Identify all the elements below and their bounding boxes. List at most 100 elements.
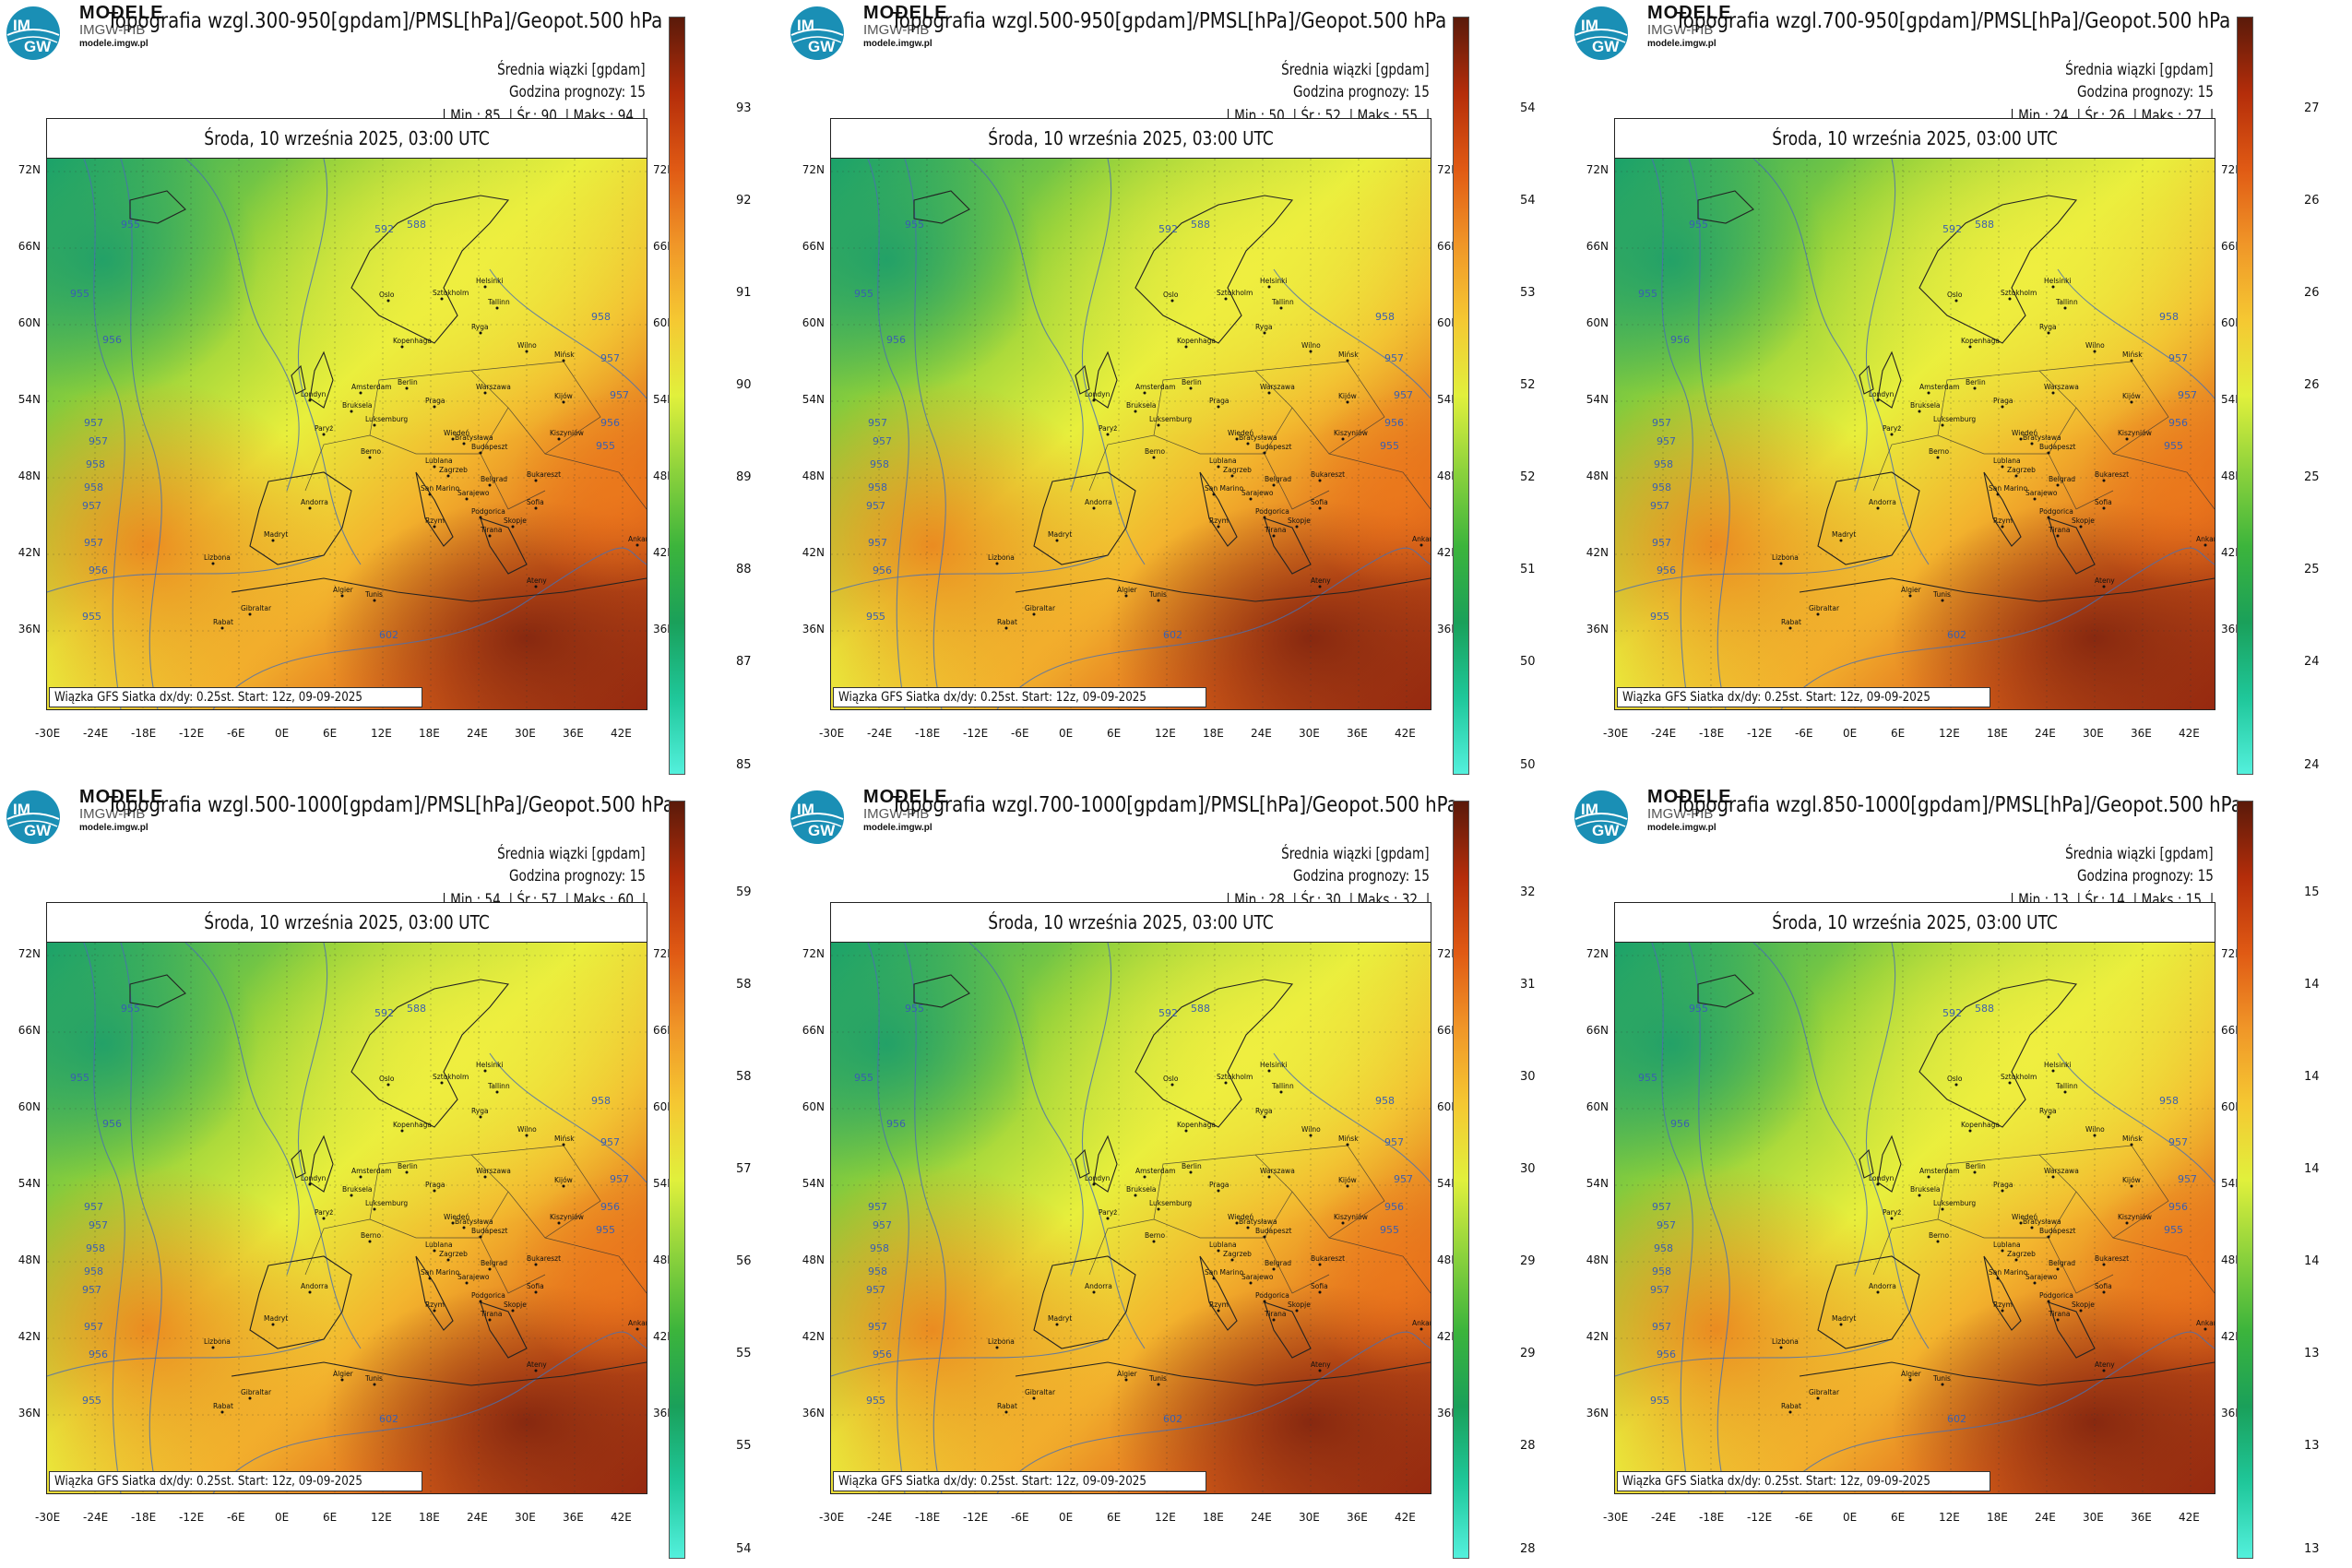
city-marker	[2030, 1226, 2034, 1229]
city-marker	[488, 534, 492, 538]
city-marker	[511, 1309, 515, 1313]
panel-title: Topografia wzgl.700-1000[gpdam]/PMSL[hPa…	[891, 793, 1458, 817]
city-marker	[2047, 1235, 2050, 1239]
colorbar-label: 15	[2304, 885, 2320, 899]
lon-tick: 6E	[323, 1511, 338, 1524]
city-marker	[1184, 1129, 1188, 1133]
brand-name: MODELE	[79, 3, 164, 23]
brand-url[interactable]: modele.imgw.pl	[1647, 39, 1716, 49]
colorbar-label: 28	[1520, 1542, 1536, 1556]
city-marker	[368, 456, 372, 459]
isoline-label: 958	[868, 1265, 887, 1277]
city-marker	[2204, 543, 2207, 547]
isoline-label: 588	[407, 1003, 426, 1015]
isoline-label: 957	[873, 435, 892, 447]
city-label: Rabat	[997, 1402, 1017, 1410]
colorbar-label: 50	[1520, 655, 1536, 669]
city-label: Londyn	[301, 390, 327, 398]
isoline-label: 958	[870, 1242, 889, 1254]
city-label: Madryt	[1832, 530, 1856, 539]
map-area[interactable]: Środa, 10 września 2025, 03:00 UTC Oslo Sz…	[830, 118, 1431, 710]
city-marker	[1224, 297, 1228, 301]
isoline-label: 957	[1657, 1219, 1676, 1231]
cold-region	[47, 943, 259, 1182]
stats-separator: |	[1421, 891, 1430, 909]
city-marker	[2204, 1327, 2207, 1331]
lon-tick: -30E	[819, 727, 845, 740]
map-area[interactable]: Środa, 10 września 2025, 03:00 UTC Oslo Sz…	[46, 118, 647, 710]
city-marker	[2093, 350, 2097, 353]
city-marker	[1272, 483, 1276, 487]
brand-url[interactable]: modele.imgw.pl	[1647, 823, 1716, 833]
brand-url[interactable]: modele.imgw.pl	[79, 39, 148, 49]
city-marker	[1954, 1083, 1958, 1087]
city-label: Berno	[361, 447, 381, 456]
city-marker	[2014, 1258, 2018, 1262]
city-label: Belgrad	[481, 1259, 507, 1267]
lon-tick: 30E	[1299, 1511, 1320, 1524]
city-marker	[2019, 1221, 2023, 1225]
city-marker	[2047, 1115, 2050, 1119]
brand-url[interactable]: modele.imgw.pl	[79, 823, 148, 833]
isoline-label: 955	[1650, 1395, 1669, 1407]
isoline	[184, 159, 300, 492]
map-field: Oslo Sztokholm Helsinki Tallinn Ryga Kopenhag…	[1615, 943, 2215, 1493]
isoline-label: 955	[1638, 288, 1657, 300]
lon-tick: 0E	[1059, 1511, 1074, 1524]
lat-tick-left: 36N	[18, 1407, 41, 1420]
map-area[interactable]: Środa, 10 września 2025, 03:00 UTC Oslo Sz…	[830, 902, 1431, 1494]
map-area[interactable]: Środa, 10 września 2025, 03:00 UTC Oslo Sz…	[1614, 118, 2215, 710]
city-label: Ryga	[1255, 1107, 1273, 1115]
isoline	[996, 547, 1431, 709]
city-label: Andorra	[301, 1282, 328, 1290]
city-label: Sztokholm	[1217, 1073, 1253, 1081]
city-marker	[2079, 525, 2083, 529]
footer-text: Wiązka GFS Siatka dx/dy: 0.25st. Start: …	[54, 690, 362, 705]
city-label: Andorra	[1869, 498, 1896, 506]
warm-region-east	[2076, 1173, 2215, 1376]
city-marker	[271, 539, 275, 542]
map-area[interactable]: Środa, 10 września 2025, 03:00 UTC Oslo Sz…	[1614, 902, 2215, 1494]
isoline-label: 957	[873, 1219, 892, 1231]
city-label: Madryt	[1048, 1314, 1072, 1323]
isoline	[968, 943, 1084, 1276]
isoline-label: 956	[886, 1118, 906, 1130]
lat-tick-left: 60N	[802, 1100, 825, 1113]
city-marker	[1263, 331, 1266, 335]
city-marker	[479, 1300, 482, 1303]
city-marker	[400, 345, 404, 349]
map-area[interactable]: Środa, 10 września 2025, 03:00 UTC Oslo Sz…	[46, 902, 647, 1494]
city-label: Sofia	[527, 498, 544, 506]
city-marker	[1816, 1396, 1820, 1400]
city-label: Gibraltar	[1025, 604, 1056, 612]
city-label: Gibraltar	[241, 1388, 272, 1396]
lat-tick-left: 60N	[18, 316, 41, 329]
lon-tick: -24E	[83, 727, 109, 740]
city-marker	[2130, 1184, 2133, 1188]
imgw-logo-icon: IM GW	[790, 6, 844, 60]
city-label: Warszawa	[476, 1167, 511, 1175]
logo-text-bottom: GW	[1592, 822, 1620, 839]
city-marker	[1055, 539, 1059, 542]
city-marker	[1309, 350, 1313, 353]
forecast-hour: Godzina prognozy: 15	[2077, 83, 2214, 101]
city-marker	[451, 1221, 455, 1225]
lon-tick: 12E	[371, 1511, 392, 1524]
city-label: Praga	[1209, 397, 1229, 405]
isoline-label: 958	[2159, 311, 2179, 323]
isoline-label: 602	[1163, 629, 1182, 641]
city-label: Rzym	[425, 1301, 445, 1309]
city-marker	[1217, 405, 1220, 409]
brand-url[interactable]: modele.imgw.pl	[863, 823, 932, 833]
lat-tick-left: 36N	[1586, 623, 1609, 636]
city-label: Andorra	[301, 498, 328, 506]
warm-region-east	[508, 389, 647, 592]
city-marker	[557, 1221, 561, 1225]
lon-tick: 42E	[611, 1511, 632, 1524]
city-marker	[1936, 1240, 1940, 1243]
lon-tick: 12E	[1155, 1511, 1176, 1524]
colorbar	[2237, 17, 2253, 775]
model-footer: Wiązka GFS Siatka dx/dy: 0.25st. Start: …	[833, 1471, 1206, 1491]
brand-url[interactable]: modele.imgw.pl	[863, 39, 932, 49]
city-label: Berno	[1145, 447, 1165, 456]
